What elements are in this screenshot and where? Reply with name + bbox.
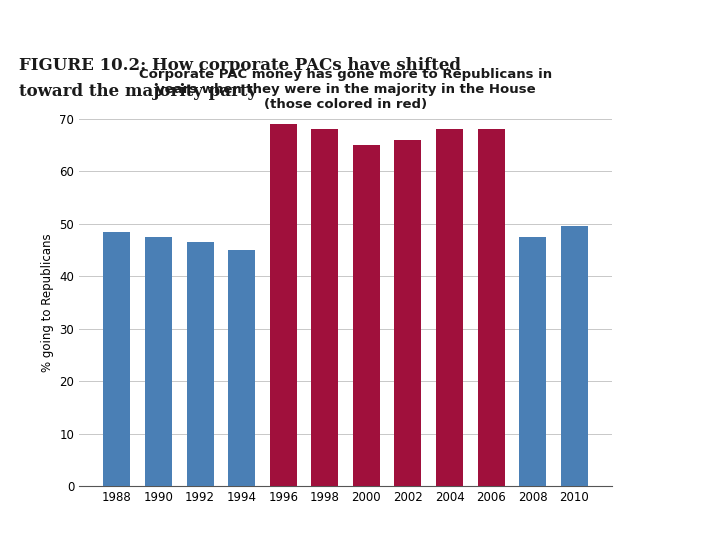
Bar xyxy=(353,145,380,486)
Y-axis label: % going to Republicans: % going to Republicans xyxy=(41,233,54,372)
Text: 10.5: 10.5 xyxy=(653,57,704,77)
Text: FIGURE 10.2: How corporate PACs have shifted: FIGURE 10.2: How corporate PACs have shi… xyxy=(19,57,461,75)
Bar xyxy=(228,250,255,486)
Bar xyxy=(270,124,297,486)
Bar xyxy=(145,237,172,486)
Text: toward the majority party: toward the majority party xyxy=(19,83,257,100)
Bar xyxy=(477,129,505,486)
Bar xyxy=(436,129,463,486)
Bar xyxy=(395,140,421,486)
Bar xyxy=(186,242,214,486)
Bar xyxy=(519,237,546,486)
Bar xyxy=(561,226,588,486)
Bar xyxy=(104,232,130,486)
Title: Corporate PAC money has gone more to Republicans in
years when they were in the : Corporate PAC money has gone more to Rep… xyxy=(139,68,552,111)
Bar xyxy=(311,129,338,486)
